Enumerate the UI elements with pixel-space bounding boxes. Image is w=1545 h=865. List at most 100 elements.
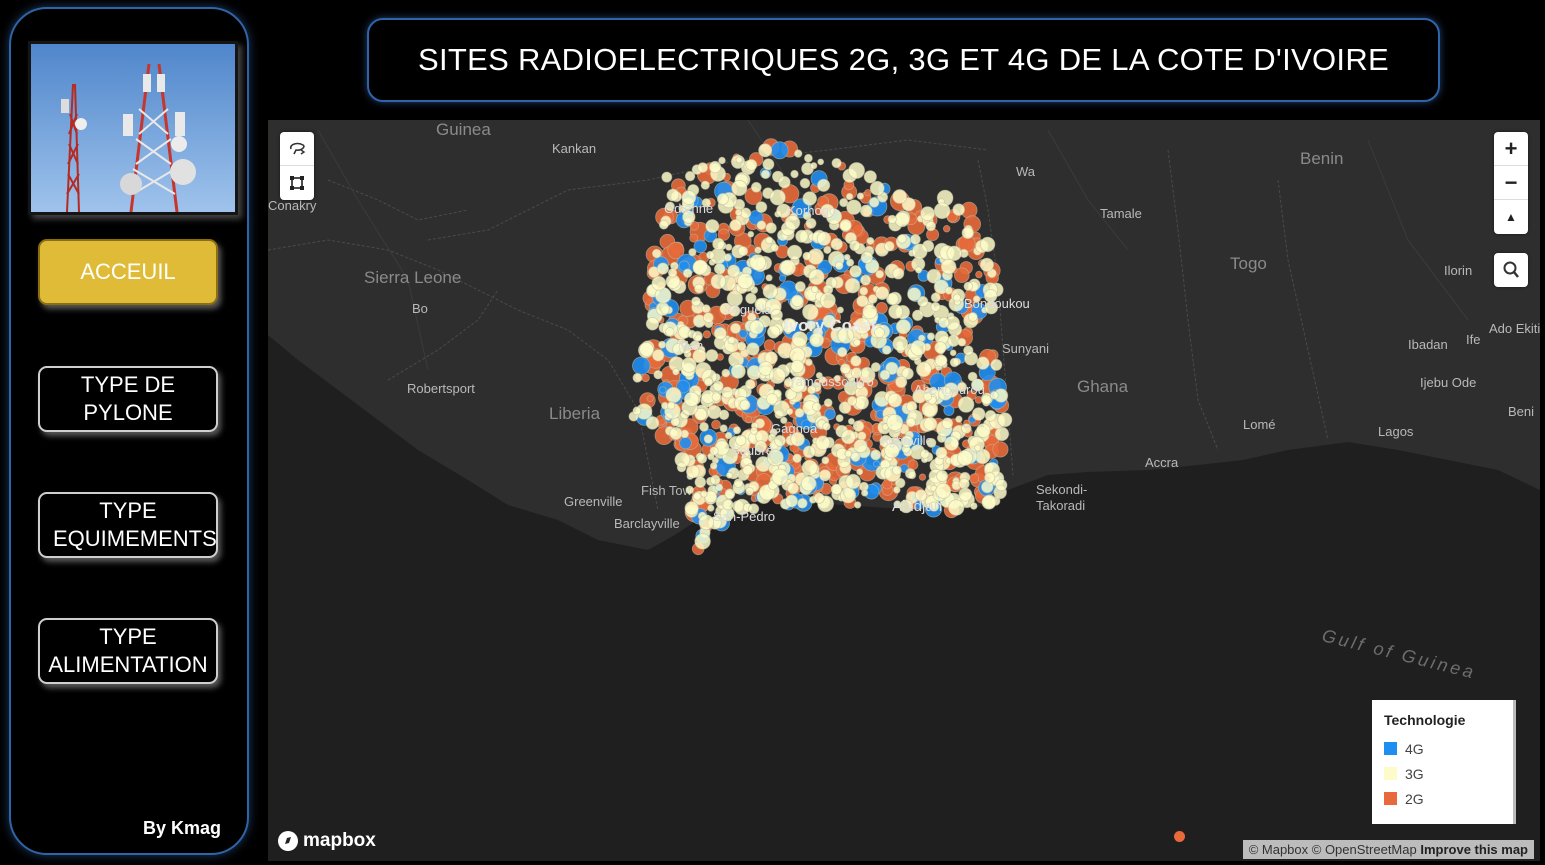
site-point[interactable] — [957, 449, 974, 466]
site-point[interactable] — [855, 381, 864, 390]
site-point[interactable] — [839, 218, 852, 232]
site-point[interactable] — [693, 239, 708, 254]
site-point[interactable] — [701, 198, 712, 208]
site-point[interactable] — [818, 376, 827, 384]
site-point[interactable] — [972, 295, 981, 303]
site-point[interactable] — [734, 208, 743, 217]
site-point[interactable] — [989, 390, 999, 400]
site-point[interactable] — [713, 326, 727, 340]
site-point[interactable] — [754, 246, 762, 254]
site-point[interactable] — [771, 468, 789, 486]
site-point[interactable] — [746, 342, 760, 356]
site-point[interactable] — [794, 149, 803, 158]
site-point[interactable] — [853, 501, 862, 509]
site-point[interactable] — [665, 201, 675, 212]
site-point[interactable] — [697, 162, 709, 173]
mapbox-logo[interactable]: mapbox — [278, 830, 376, 852]
site-point[interactable] — [844, 277, 861, 294]
site-point[interactable] — [667, 241, 685, 260]
site-point[interactable] — [949, 357, 960, 368]
site-point[interactable] — [884, 443, 900, 459]
site-point[interactable] — [809, 332, 825, 348]
site-point[interactable] — [856, 192, 865, 200]
nav-type-equipements-button[interactable]: TYPE EQUIMEMENTS — [38, 492, 218, 558]
site-point[interactable] — [847, 417, 855, 425]
site-point[interactable] — [910, 339, 927, 356]
site-point[interactable] — [844, 449, 853, 458]
site-point[interactable] — [926, 437, 937, 448]
site-point[interactable] — [867, 293, 878, 304]
site-point[interactable] — [792, 453, 802, 464]
site-point[interactable] — [717, 228, 730, 241]
site-point[interactable] — [745, 486, 754, 496]
site-point[interactable] — [979, 257, 995, 272]
site-point[interactable] — [737, 272, 754, 290]
site-point[interactable] — [940, 258, 957, 275]
site-point[interactable] — [943, 224, 951, 233]
site-point[interactable] — [760, 169, 771, 180]
site-point[interactable] — [785, 494, 798, 508]
site-point[interactable] — [835, 414, 844, 423]
site-point[interactable] — [955, 415, 963, 423]
nav-type-alimentation-button[interactable]: TYPE ALIMENTATION — [38, 618, 218, 684]
site-point[interactable] — [887, 392, 903, 408]
site-point[interactable] — [969, 473, 980, 484]
site-point[interactable] — [895, 319, 912, 335]
site-point[interactable] — [850, 367, 863, 379]
site-point[interactable] — [698, 514, 715, 531]
site-point[interactable] — [732, 426, 742, 435]
site-point[interactable] — [735, 434, 747, 446]
site-point[interactable] — [859, 286, 869, 296]
site-point[interactable] — [990, 358, 1003, 371]
site-point[interactable] — [925, 220, 937, 232]
site-point[interactable] — [728, 304, 741, 317]
site-point[interactable] — [947, 334, 960, 347]
site-point[interactable] — [758, 143, 773, 158]
site-point[interactable] — [682, 210, 696, 224]
site-point[interactable] — [886, 414, 904, 431]
site-point[interactable] — [823, 245, 832, 254]
site-point[interactable] — [920, 206, 935, 221]
site-point[interactable] — [742, 464, 754, 476]
site-point[interactable] — [843, 253, 851, 261]
site-point[interactable] — [923, 391, 932, 401]
site-point[interactable] — [859, 204, 873, 218]
site-point[interactable] — [933, 202, 951, 220]
site-point[interactable] — [905, 417, 916, 428]
site-point[interactable] — [765, 236, 774, 245]
site-point[interactable] — [888, 304, 903, 320]
site-point[interactable] — [920, 449, 930, 459]
site-point[interactable] — [791, 331, 808, 348]
site-point[interactable] — [808, 268, 825, 286]
site-point[interactable] — [756, 220, 767, 231]
site-point[interactable] — [652, 349, 665, 362]
site-point[interactable] — [816, 178, 831, 192]
site-point[interactable] — [799, 177, 811, 189]
site-point[interactable] — [730, 363, 746, 379]
site-point[interactable] — [786, 407, 794, 416]
site-point[interactable] — [709, 462, 718, 470]
site-point[interactable] — [815, 435, 831, 451]
site-point[interactable] — [875, 301, 888, 314]
site-point[interactable] — [749, 254, 767, 271]
site-point[interactable] — [804, 358, 813, 367]
site-point[interactable] — [838, 401, 852, 414]
site-point[interactable] — [866, 237, 875, 246]
site-point[interactable] — [874, 327, 885, 339]
site-point[interactable] — [684, 501, 699, 516]
site-point[interactable] — [918, 473, 927, 481]
site-point[interactable] — [711, 419, 721, 430]
site-point[interactable] — [766, 393, 778, 405]
site-point[interactable] — [770, 308, 783, 322]
site-point[interactable] — [646, 395, 654, 403]
site-point[interactable] — [770, 243, 779, 252]
site-point[interactable] — [802, 251, 812, 261]
site-point[interactable] — [892, 267, 905, 280]
site-point[interactable] — [710, 474, 721, 486]
site-point[interactable] — [846, 199, 862, 215]
site-point[interactable] — [674, 451, 691, 468]
site-point[interactable] — [995, 478, 1008, 492]
site-point[interactable] — [802, 191, 817, 206]
site-point[interactable] — [984, 409, 997, 422]
site-point[interactable] — [891, 465, 902, 476]
